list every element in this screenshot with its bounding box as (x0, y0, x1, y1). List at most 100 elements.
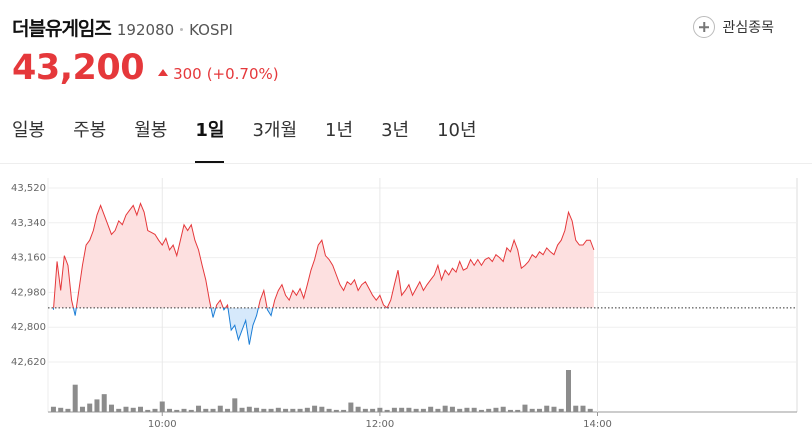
volume-bar (551, 406, 557, 412)
volume-bar (203, 408, 209, 412)
volume-bar (428, 406, 434, 412)
period-tab[interactable]: 주봉 (73, 120, 107, 141)
volume-bar (341, 409, 347, 412)
volume-bar (370, 408, 376, 412)
y-tick-label: 43,340 (11, 218, 46, 229)
volume-bar (565, 370, 571, 412)
volume-bar (384, 409, 390, 412)
watch-label: 관심종목 (722, 20, 774, 36)
volume-bar (413, 408, 419, 412)
volume-bar (355, 406, 361, 412)
volume-bar (457, 408, 463, 412)
volume-bar (493, 407, 499, 412)
volume-bar (268, 408, 274, 412)
period-tab[interactable]: 3년 (381, 120, 410, 141)
volume-bar (406, 407, 412, 412)
volume-bar (116, 408, 122, 412)
volume-bar (79, 406, 85, 412)
volume-bar (507, 409, 513, 412)
volume-bar (254, 407, 260, 412)
volume-bar (471, 407, 477, 412)
volume-bar (536, 408, 542, 412)
watch-button[interactable]: 관심종목 (693, 16, 774, 38)
period-tab[interactable]: 10년 (437, 120, 477, 141)
volume-bar (522, 404, 528, 412)
volume-bar (217, 405, 223, 412)
price-line-up (53, 202, 595, 308)
y-tick-label: 42,980 (11, 287, 46, 298)
x-tick-label: 12:00 (365, 419, 394, 430)
period-tab[interactable]: 3개월 (252, 120, 298, 141)
volume-bar (391, 407, 397, 412)
volume-bar (58, 407, 64, 412)
volume-bar (558, 408, 564, 412)
x-tick-label: 10:00 (148, 419, 177, 430)
volume-bar (326, 408, 332, 412)
volume-bar (312, 405, 318, 412)
volume-bar (188, 409, 194, 412)
volume-bar (449, 406, 455, 412)
volume-bar (152, 408, 158, 412)
volume-bar (333, 409, 339, 412)
volume-bar (72, 384, 78, 412)
y-tick-label: 43,520 (11, 183, 46, 194)
volume-bar (196, 405, 202, 412)
period-tab[interactable]: 1일 (195, 114, 225, 163)
volume-bar (478, 409, 484, 412)
separator (180, 28, 184, 31)
change-value: 300 (173, 65, 202, 83)
volume-bar (348, 402, 354, 412)
volume-bar (319, 406, 325, 412)
period-tabs: 일봉 주봉 월봉 1일 3개월 1년 3년 10년 (0, 114, 812, 164)
volume-bar (544, 405, 550, 412)
volume-bar (225, 408, 231, 412)
volume-bar (232, 398, 238, 412)
volume-bar (362, 408, 368, 412)
volume-bar (304, 407, 310, 412)
volume-bar (297, 408, 303, 412)
plus-icon (693, 16, 716, 38)
volume-bar (515, 409, 521, 412)
quote: 43,200 300 (+0.70%) (12, 48, 279, 88)
volume-bar (464, 407, 470, 412)
y-tick-label: 43,160 (11, 253, 46, 264)
market: KOSPI (189, 21, 233, 39)
volume-bar (87, 403, 93, 412)
volume-bar (94, 399, 100, 412)
volume-bar (167, 408, 173, 412)
volume-bar (108, 404, 114, 412)
volume-bar (283, 408, 289, 412)
area-up (53, 203, 594, 308)
stock-name: 더블유게임즈 (12, 18, 112, 40)
y-tick-label: 42,620 (11, 357, 46, 368)
period-tab[interactable]: 1년 (325, 120, 354, 141)
volume-bar (420, 408, 426, 412)
volume-bar (377, 407, 383, 412)
change-pct: (+0.70%) (206, 65, 279, 83)
volume-bar (442, 405, 448, 412)
volume-bar (435, 408, 441, 412)
volume-bar (101, 394, 107, 412)
volume-bar (159, 401, 165, 412)
volume-bar (246, 406, 252, 412)
period-tab[interactable]: 월봉 (134, 120, 168, 141)
volume-bar (130, 407, 136, 412)
period-tab[interactable]: 일봉 (12, 120, 46, 141)
volume-bar (587, 408, 593, 412)
x-tick-label: 14:00 (583, 419, 612, 430)
volume-bar (50, 406, 56, 412)
volume-bar (145, 409, 151, 412)
volume-bar (174, 409, 180, 412)
volume-bar (210, 408, 216, 412)
price: 43,200 (12, 48, 145, 88)
volume-bar (181, 408, 187, 412)
volume-bar (123, 406, 129, 412)
volume-bar (529, 408, 535, 412)
volume-bar (580, 405, 586, 412)
volume-bar (137, 406, 143, 412)
volume-bar (261, 408, 267, 412)
volume-bar (290, 408, 296, 412)
volume-bar (500, 406, 506, 412)
volume-bar (486, 408, 492, 412)
